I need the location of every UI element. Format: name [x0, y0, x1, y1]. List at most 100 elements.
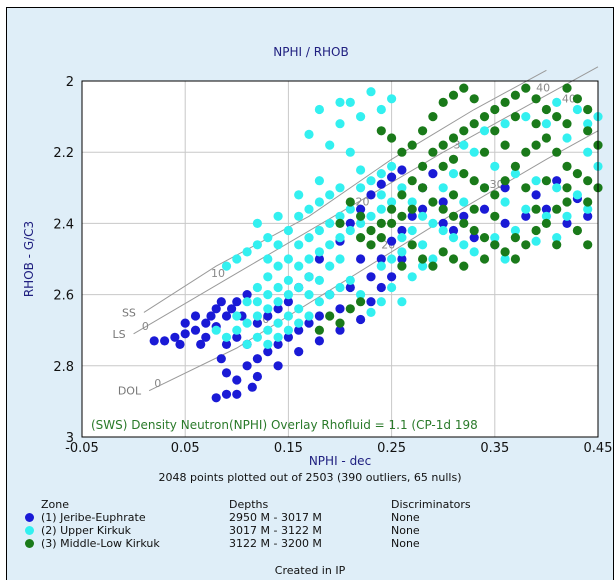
overlay-porosity-label: 40 — [536, 82, 550, 95]
scatter-point — [314, 275, 324, 285]
scatter-point — [469, 176, 479, 186]
scatter-point — [562, 218, 572, 228]
scatter-point — [314, 254, 324, 264]
scatter-point — [325, 261, 335, 271]
legend-marker-icon — [25, 526, 34, 535]
y-tick-label: 2.6 — [53, 289, 74, 304]
scatter-point — [428, 254, 438, 264]
scatter-point — [376, 204, 386, 214]
scatter-point — [541, 218, 552, 228]
scatter-point — [252, 371, 262, 382]
scatter-point — [562, 197, 572, 207]
scatter-point — [469, 247, 479, 257]
scatter-point — [252, 332, 262, 342]
scatter-point — [438, 140, 448, 150]
scatter-point — [552, 97, 562, 107]
scatter-point — [180, 318, 190, 328]
scatter-point — [552, 183, 562, 193]
scatter-point — [366, 272, 376, 282]
legend-header-depths: Depths — [229, 498, 269, 511]
scatter-point — [376, 282, 386, 293]
scatter-point — [283, 332, 293, 342]
scatter-point — [263, 347, 273, 357]
scatter-point — [242, 297, 252, 307]
scatter-point — [407, 225, 417, 236]
x-tick-label: -0.05 — [65, 441, 99, 456]
scatter-point — [252, 311, 262, 321]
scatter-point — [531, 204, 541, 214]
scatter-point — [356, 290, 366, 300]
plot-border — [81, 80, 599, 438]
scatter-point — [242, 361, 252, 371]
scatter-point — [376, 190, 386, 200]
scatter-point — [263, 290, 273, 300]
scatter-point — [531, 140, 541, 150]
overlay-lithology-label: SS — [122, 306, 136, 319]
scatter-point — [531, 236, 541, 246]
scatter-point — [387, 197, 397, 207]
scatter-point — [521, 83, 531, 93]
y-tick-label: 2.8 — [53, 360, 74, 375]
scatter-point — [335, 282, 345, 293]
scatter-point — [459, 261, 469, 271]
scatter-point — [335, 254, 345, 264]
scatter-point — [418, 211, 428, 221]
scatter-point — [387, 204, 397, 214]
scatter-point — [221, 389, 232, 399]
scatter-point — [273, 211, 283, 221]
scatter-point — [469, 94, 479, 104]
scatter-point — [263, 254, 273, 264]
overlay-line — [133, 66, 599, 335]
scatter-point — [572, 225, 583, 236]
scatter-point — [459, 240, 469, 250]
scatter-point — [221, 332, 232, 342]
scatter-point — [175, 339, 185, 349]
scatter-point — [510, 161, 520, 171]
scatter-point — [283, 290, 293, 300]
scatter-point — [459, 211, 469, 221]
scatter-point — [345, 197, 355, 207]
scatter-point — [273, 332, 283, 342]
y-axis-label: RHOB - G/C3 — [22, 221, 36, 297]
scatter-point — [232, 254, 242, 264]
scatter-point — [500, 254, 510, 264]
legend-discriminator: None — [391, 537, 420, 550]
scatter-point — [397, 254, 407, 264]
scatter-point — [583, 176, 593, 186]
y-tick-label: 3 — [66, 431, 74, 446]
scatter-point — [500, 97, 510, 107]
scatter-point — [221, 261, 232, 271]
scatter-point — [418, 204, 428, 214]
scatter-point — [304, 318, 314, 328]
scatter-point — [510, 233, 520, 243]
scatter-point — [552, 204, 562, 214]
scatter-point — [459, 126, 469, 136]
overlay-caption: (SWS) Density Neutron(NPHI) Overlay Rhof… — [91, 418, 478, 432]
scatter-point — [500, 119, 510, 129]
scatter-point — [397, 147, 407, 157]
scatter-point — [407, 211, 417, 221]
scatter-point — [407, 197, 417, 207]
scatter-point — [397, 190, 407, 200]
scatter-point — [335, 304, 345, 314]
scatter-point — [149, 336, 159, 346]
scatter-point — [242, 318, 252, 328]
scatter-point — [469, 225, 479, 236]
x-tick-label: 0.45 — [584, 441, 613, 456]
scatter-point — [521, 183, 531, 193]
scatter-point — [304, 272, 314, 282]
legend-discriminator: None — [391, 524, 420, 537]
scatter-point — [500, 197, 510, 207]
scatter-point — [490, 240, 500, 250]
scatter-point — [232, 325, 242, 335]
scatter-point — [531, 176, 541, 186]
scatter-point — [448, 233, 459, 243]
overlay-porosity-label: 0 — [142, 320, 149, 333]
scatter-point — [397, 165, 407, 175]
scatter-point — [583, 240, 593, 250]
chart-title: NPHI / RHOB — [273, 45, 349, 59]
scatter-point — [252, 354, 262, 364]
scatter-point — [583, 126, 593, 136]
scatter-point — [490, 190, 500, 200]
scatter-point — [314, 325, 324, 335]
